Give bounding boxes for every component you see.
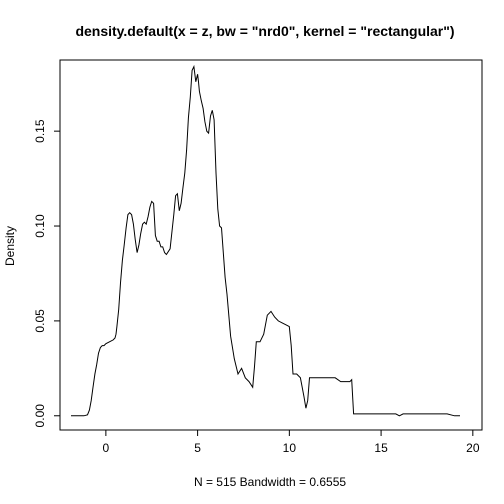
density-curve <box>71 64 460 417</box>
x-axis-label: N = 515 Bandwidth = 0.6555 <box>194 475 346 489</box>
x-axis: 0 5 10 15 20 <box>103 429 480 455</box>
x-tick-label: 20 <box>466 441 480 455</box>
y-tick-label: 0.05 <box>33 309 47 333</box>
x-tick-label: 5 <box>194 441 201 455</box>
y-tick-label: 0.00 <box>33 404 47 428</box>
y-tick-label: 0.15 <box>33 119 47 143</box>
x-tick-label: 15 <box>374 441 388 455</box>
x-tick-label: 10 <box>283 441 297 455</box>
y-axis: 0.00 0.05 0.10 0.15 <box>33 119 61 428</box>
y-axis-label: Density <box>3 226 17 266</box>
plot-frame <box>59 59 483 431</box>
y-tick-label: 0.10 <box>33 214 47 238</box>
x-tick-label: 0 <box>103 441 110 455</box>
chart-title: density.default(x = z, bw = "nrd0", kern… <box>75 23 454 39</box>
